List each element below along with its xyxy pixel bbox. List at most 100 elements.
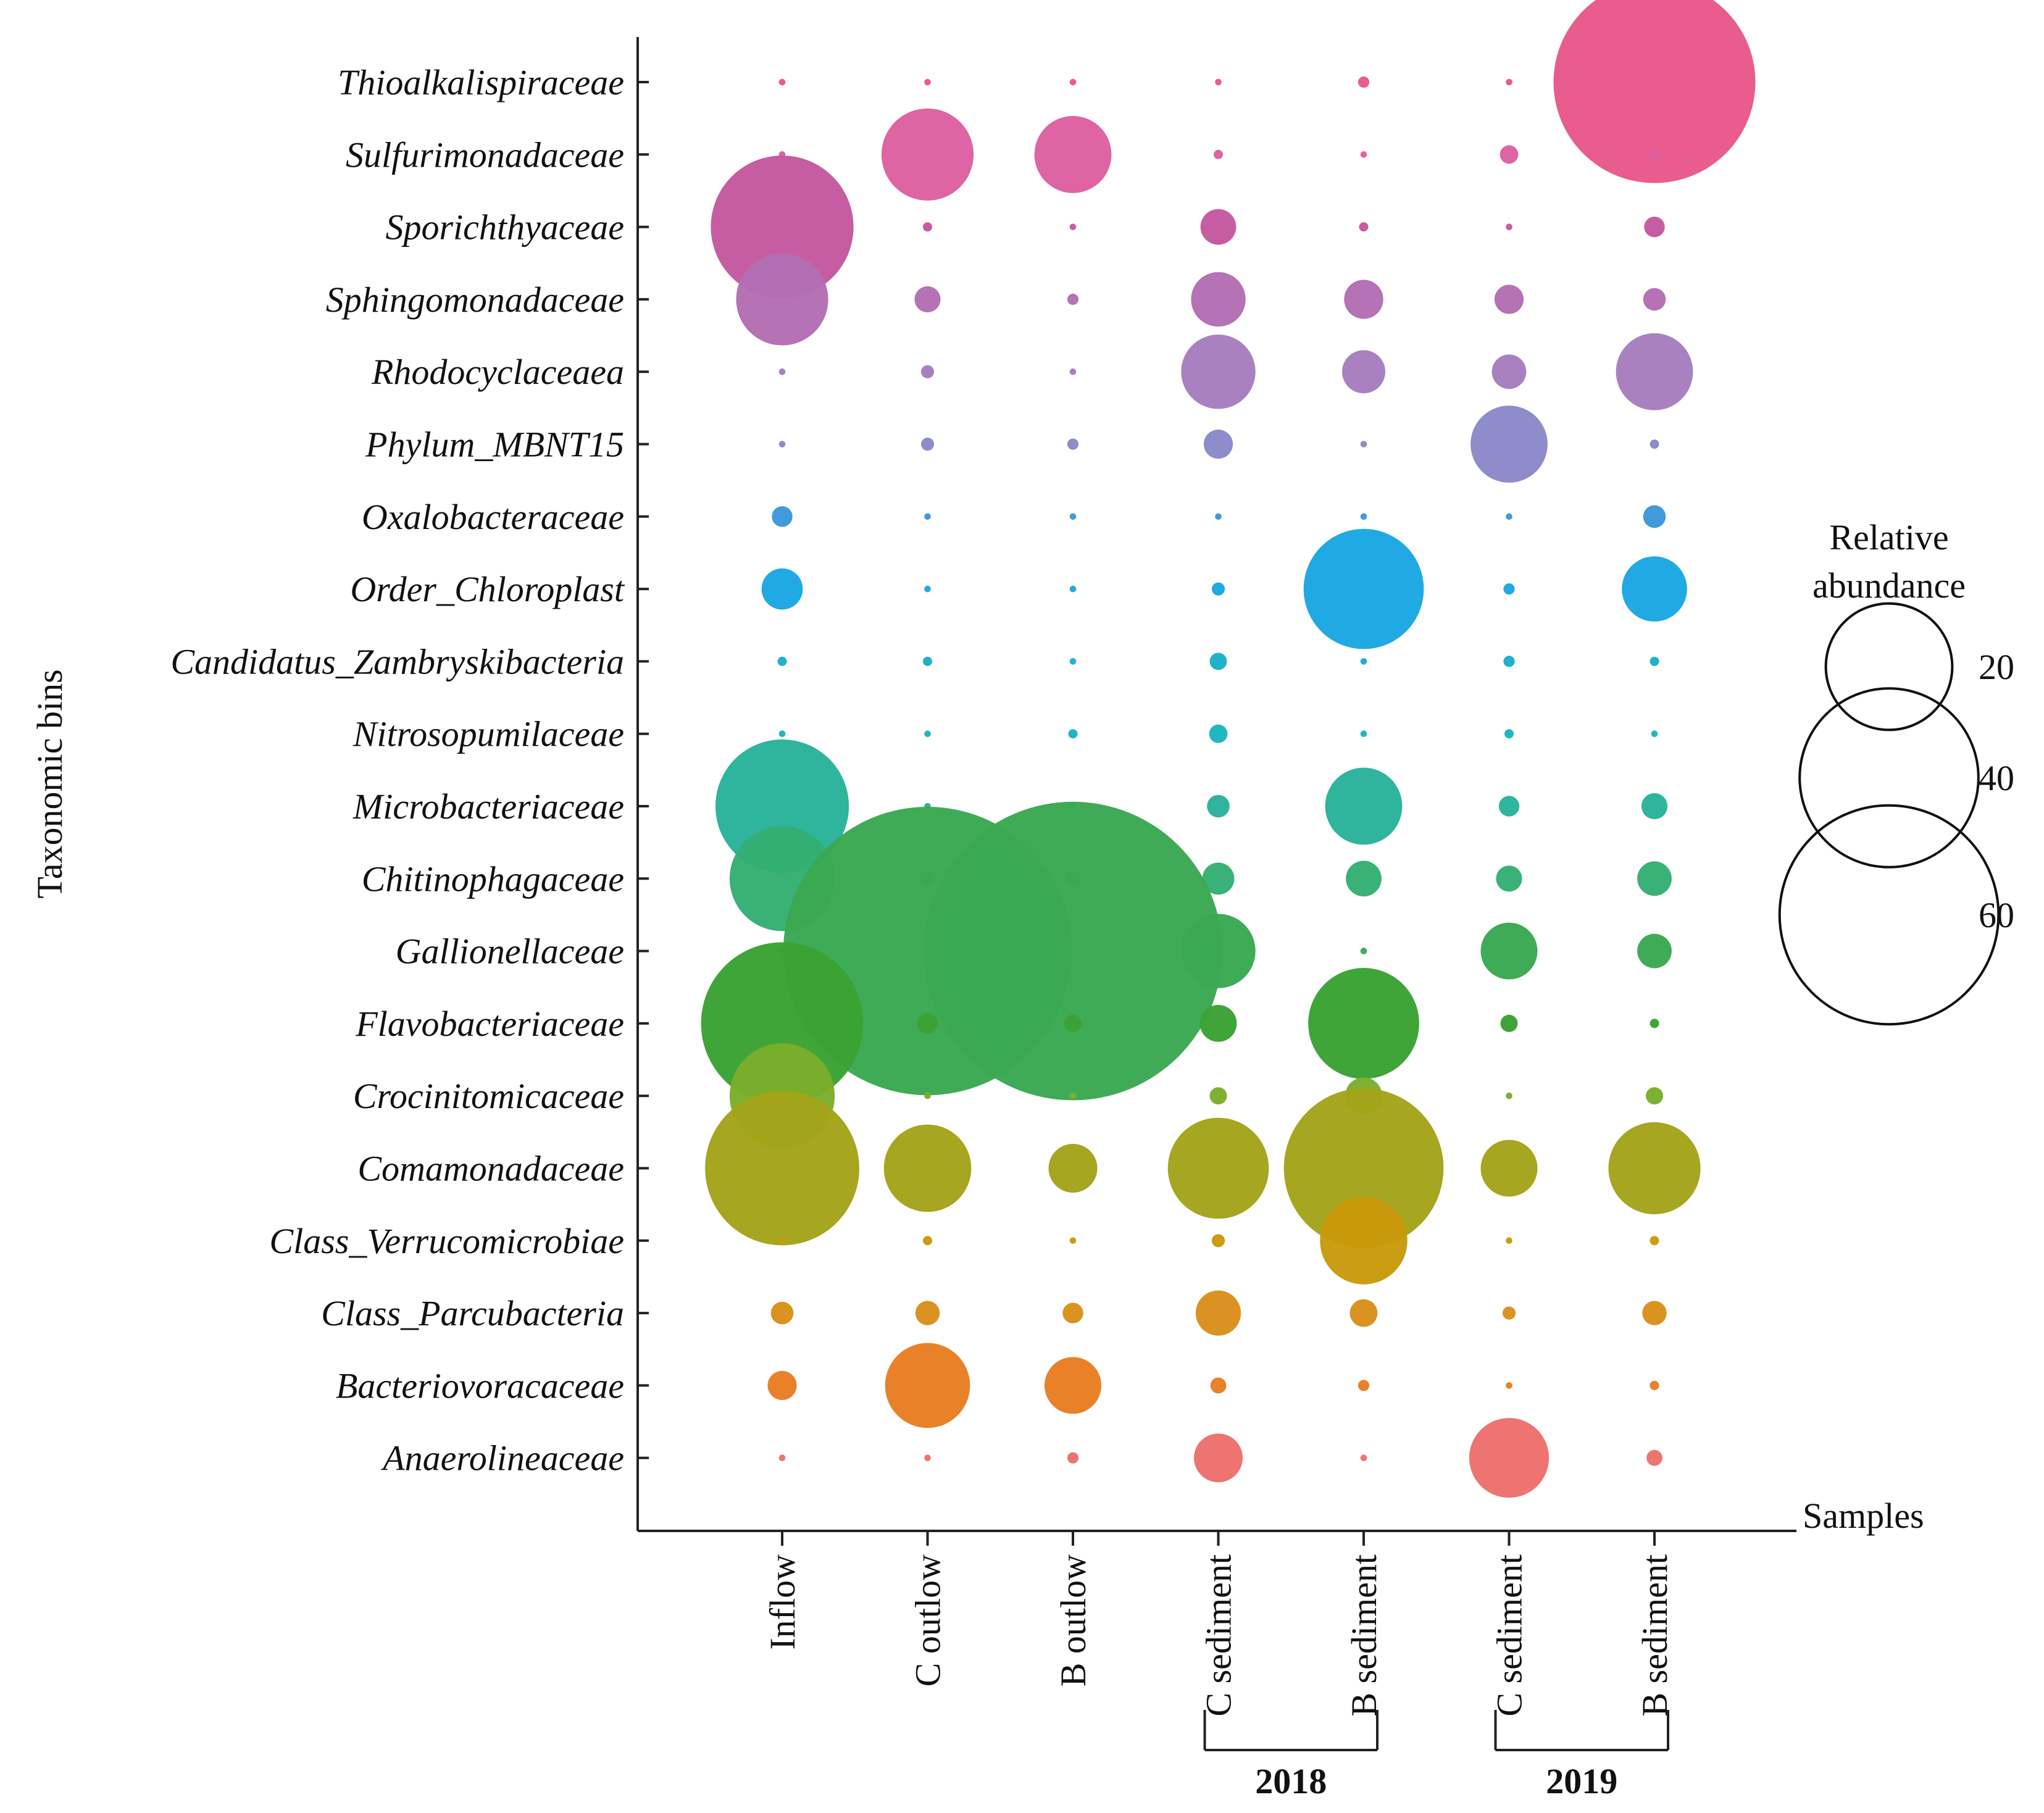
bubble (1346, 861, 1382, 897)
y-tick-label: Class_Verrucomicrobiae (269, 1221, 624, 1261)
bubble (1503, 656, 1515, 667)
y-tick-label: Sphingomonadaceae (326, 280, 624, 320)
bubble (1506, 1092, 1512, 1099)
bubble (881, 108, 974, 201)
bubble (1067, 293, 1079, 305)
y-tick-label: Oxalobacteraceae (362, 497, 624, 537)
bubble (1034, 115, 1112, 193)
y-tick-label: Sporichthyaceae (385, 207, 624, 248)
bubble (1358, 1380, 1370, 1391)
bubble (761, 568, 803, 610)
bubble (1360, 730, 1367, 737)
bubble (1209, 724, 1228, 743)
bubble (914, 286, 941, 312)
bubble (1167, 1117, 1269, 1219)
bubble (1062, 1302, 1083, 1323)
bubble (1498, 796, 1520, 817)
bubble (1358, 76, 1370, 88)
bubble (1504, 729, 1514, 739)
bubble (1553, 0, 1756, 183)
bubble (1068, 729, 1078, 739)
y-tick-label: Chitinophagaceae (362, 859, 624, 899)
bubble (1067, 438, 1079, 450)
bubble (1069, 223, 1077, 230)
bubble (1608, 1122, 1701, 1215)
bubble (915, 1301, 940, 1325)
bubble (1470, 406, 1548, 483)
y-tick-label: Flavobacteriaceae (355, 1004, 624, 1044)
legend-size-label: 60 (1979, 895, 2014, 935)
bubble (1069, 585, 1077, 593)
bubble (1211, 582, 1225, 596)
bubble (1642, 1301, 1667, 1325)
bubble (1637, 933, 1672, 969)
bubble (1209, 652, 1227, 670)
x-tick-label: C sediment (1199, 1554, 1239, 1717)
bubble (1181, 335, 1256, 409)
bubble (1207, 794, 1230, 818)
legend-title-line2: abundance (1812, 565, 1966, 606)
bubble (1360, 658, 1367, 665)
bubble (920, 365, 935, 378)
bubble (778, 730, 786, 737)
bubble (1209, 1087, 1227, 1105)
bubble (1283, 1088, 1444, 1248)
bubble (1069, 1092, 1077, 1099)
bubble (924, 513, 931, 520)
bubble (736, 253, 828, 346)
bubble (1496, 865, 1522, 892)
bubble (1506, 513, 1512, 520)
bubble (1506, 223, 1512, 230)
bubble (1360, 513, 1367, 520)
bubble (1650, 1380, 1659, 1390)
bubble (1045, 1357, 1101, 1414)
bubble (885, 1343, 970, 1428)
x-tick-label: C outlow (908, 1554, 948, 1686)
y-tick-label: Class_Parcubacteria (321, 1293, 624, 1333)
bubble (1308, 968, 1419, 1079)
bubble (1069, 658, 1077, 665)
bubble (1202, 862, 1235, 895)
y-tick-label: Candidatus_Zambryskibacteria (170, 641, 624, 681)
y-tick-label: Gallionellaceae (396, 932, 624, 972)
y-tick-label: Comamonadaceae (357, 1149, 624, 1189)
bubble (924, 78, 931, 86)
bubble (778, 78, 786, 86)
x-tick-label: B outlow (1053, 1554, 1093, 1686)
bubble (1480, 1140, 1538, 1197)
bubble (1069, 368, 1077, 375)
bubble (924, 585, 931, 593)
bubble (1069, 1237, 1077, 1244)
bubble (1644, 216, 1665, 238)
bubble (1506, 1382, 1512, 1389)
bubble (1215, 78, 1222, 86)
bubble (1360, 441, 1367, 448)
bubble (1491, 354, 1527, 390)
legend-size-label: 40 (1979, 758, 2014, 798)
bubble (917, 1013, 938, 1034)
y-tick-label: Thioalkalispiraceae (338, 62, 624, 102)
y-tick-label: Bacteriovoracaceae (336, 1365, 624, 1406)
bubble (924, 730, 931, 737)
bubble (923, 1236, 932, 1246)
x-axis-title: Samples (1803, 1496, 1924, 1536)
group-year-label: 2019 (1546, 1761, 1617, 1801)
year-groups: 2018 2019 (1203, 1710, 1669, 1801)
bubble (883, 1124, 972, 1212)
bubble (1641, 793, 1668, 820)
bubble (1622, 556, 1687, 622)
x-tick-label: B sediment (1344, 1554, 1384, 1717)
legend-size-circle (1798, 687, 1980, 869)
bubble (1214, 149, 1223, 159)
bubble (1360, 151, 1367, 158)
y-tick-labels: Thioalkalispiraceae Sulfurimonadaceae Spor… (170, 62, 649, 1478)
legend-size-circle (1824, 602, 1954, 731)
bubble (923, 222, 932, 232)
bubble (778, 1237, 786, 1244)
bubble (1646, 1449, 1662, 1466)
bubble (1500, 145, 1519, 164)
group-year-label: 2018 (1255, 1761, 1327, 1801)
bubble (778, 1454, 786, 1461)
bubble (1342, 350, 1385, 394)
